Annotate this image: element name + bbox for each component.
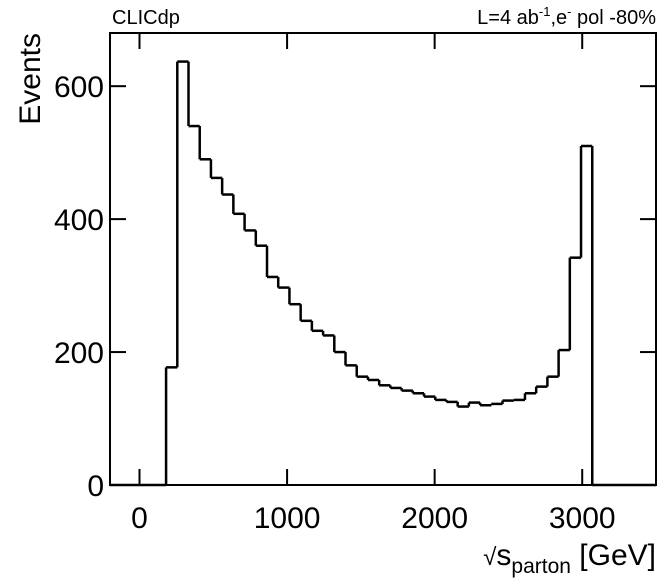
x-tick-label: 0 [131,502,148,535]
y-tick-label: 200 [54,337,104,370]
y-tick-label: 600 [54,71,104,104]
luminosity-label: L=4 ab-1,e- pol -80% [477,4,656,29]
x-axis-label: √sparton [GeV] [483,539,656,578]
plot-frame [109,32,657,486]
experiment-label: CLICdp [112,7,180,29]
y-tick-label: 0 [87,470,104,503]
x-tick-label: 2000 [401,502,468,535]
x-tick-label: 3000 [549,502,616,535]
y-axis-label: Events [14,33,47,125]
x-tick-label: 1000 [254,502,321,535]
y-tick-label: 400 [54,204,104,237]
